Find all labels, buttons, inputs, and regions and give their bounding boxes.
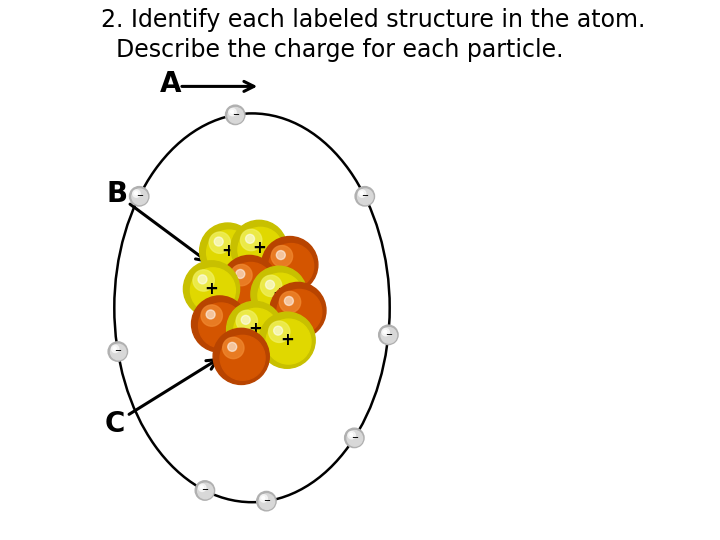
Text: +: + [272, 285, 286, 303]
Circle shape [228, 342, 237, 352]
Circle shape [199, 303, 243, 348]
Circle shape [271, 246, 292, 267]
Circle shape [274, 326, 283, 335]
Text: −: − [263, 496, 270, 505]
Circle shape [260, 495, 267, 502]
Text: B: B [107, 180, 127, 208]
Circle shape [228, 107, 243, 123]
Circle shape [359, 190, 366, 197]
Circle shape [215, 237, 223, 246]
Circle shape [198, 275, 207, 284]
Circle shape [236, 269, 245, 279]
Circle shape [206, 310, 215, 319]
Circle shape [213, 328, 269, 384]
Circle shape [220, 335, 265, 380]
Circle shape [231, 265, 252, 286]
Circle shape [112, 345, 119, 353]
Circle shape [270, 282, 326, 339]
Circle shape [269, 244, 314, 288]
Circle shape [276, 251, 285, 260]
Text: −: − [135, 191, 143, 200]
Text: +: + [221, 242, 235, 260]
Text: A: A [160, 70, 181, 98]
Circle shape [246, 234, 255, 244]
Circle shape [379, 325, 398, 345]
Circle shape [113, 347, 116, 350]
Circle shape [195, 481, 215, 500]
Text: 2. Identify each labeled structure in the atom.: 2. Identify each labeled structure in th… [101, 8, 645, 32]
Circle shape [184, 261, 240, 317]
Circle shape [382, 328, 390, 336]
Text: +: + [248, 320, 261, 339]
Circle shape [345, 428, 364, 448]
Circle shape [228, 262, 273, 307]
Circle shape [358, 189, 373, 205]
Text: −: − [202, 485, 208, 495]
Text: +: + [252, 239, 266, 258]
Circle shape [199, 223, 256, 279]
Circle shape [279, 292, 301, 313]
Circle shape [348, 431, 355, 439]
Circle shape [259, 494, 274, 509]
Circle shape [229, 109, 236, 116]
Text: +: + [280, 331, 294, 349]
Circle shape [384, 330, 387, 333]
Text: C: C [105, 410, 125, 438]
Text: −: − [114, 347, 122, 355]
Text: −: − [385, 330, 392, 339]
Circle shape [262, 496, 265, 500]
Circle shape [360, 192, 364, 195]
Circle shape [130, 187, 149, 206]
Text: −: − [351, 433, 358, 442]
Circle shape [269, 321, 290, 342]
Circle shape [221, 255, 277, 312]
Text: +: + [204, 280, 218, 298]
Circle shape [197, 483, 213, 499]
Circle shape [262, 237, 318, 293]
Circle shape [284, 296, 294, 306]
Text: Describe the charge for each particle.: Describe the charge for each particle. [101, 38, 563, 62]
Circle shape [207, 230, 251, 275]
Circle shape [347, 430, 363, 446]
Circle shape [200, 486, 203, 489]
Text: −: − [232, 110, 239, 119]
Circle shape [193, 270, 215, 291]
Circle shape [276, 289, 322, 334]
Circle shape [210, 232, 230, 253]
Circle shape [222, 338, 244, 359]
Circle shape [201, 305, 222, 326]
Circle shape [266, 319, 311, 364]
Circle shape [231, 220, 287, 276]
Circle shape [190, 268, 235, 313]
Circle shape [108, 342, 127, 361]
Circle shape [381, 328, 397, 343]
Circle shape [135, 192, 138, 195]
Circle shape [236, 310, 258, 332]
Circle shape [111, 344, 126, 360]
Circle shape [355, 187, 374, 206]
Circle shape [258, 273, 303, 318]
Circle shape [240, 230, 262, 251]
Circle shape [251, 266, 307, 322]
Circle shape [230, 110, 234, 113]
Circle shape [259, 312, 315, 368]
Circle shape [256, 491, 276, 511]
Circle shape [266, 280, 274, 289]
Circle shape [132, 189, 148, 205]
Circle shape [227, 301, 283, 357]
Circle shape [261, 275, 282, 296]
Circle shape [199, 484, 206, 491]
Circle shape [233, 308, 279, 353]
Circle shape [350, 433, 353, 436]
Text: −: − [361, 191, 369, 200]
Circle shape [225, 105, 245, 125]
Circle shape [192, 296, 248, 352]
Circle shape [132, 190, 140, 197]
Circle shape [241, 315, 251, 325]
Circle shape [238, 227, 283, 272]
